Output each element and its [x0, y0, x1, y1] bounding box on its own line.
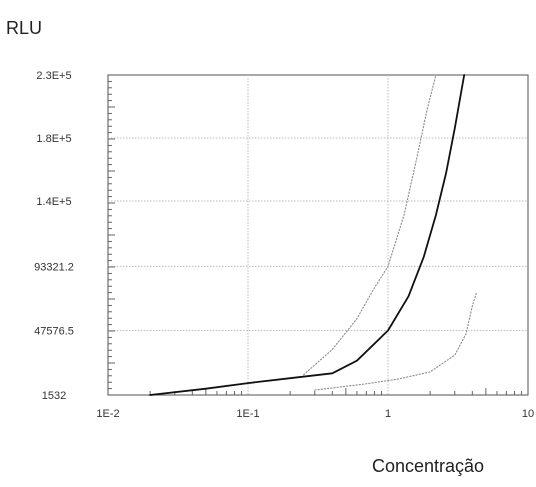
y-tick-label: 1.8E+5: [36, 133, 71, 145]
plot-frame: [107, 74, 529, 396]
y-tick-label: 47576.5: [34, 326, 74, 338]
series-line-bound-2: [314, 291, 478, 391]
y-tick-label: 1532: [42, 390, 66, 402]
series-line-fit: [149, 74, 466, 396]
y-tick-label: 2.3E+5: [36, 70, 71, 82]
x-axis-title: Concentração: [372, 456, 485, 476]
minor-ticks: [108, 80, 523, 395]
x-tick-label: 1E-1: [236, 408, 259, 420]
x-tick-label: 1E-2: [96, 408, 119, 420]
y-axis-title: RLU: [6, 18, 43, 38]
x-tick-label: 10: [522, 408, 534, 420]
grid: [108, 75, 528, 395]
series-line-bound-1: [303, 74, 437, 376]
y-tick-label: 1.4E+5: [36, 196, 71, 208]
y-tick-label: 93321.2: [34, 261, 74, 273]
y-tick-labels: 1532 47576.5 93321.2 1.4E+5 1.8E+5 2.3E+5: [34, 70, 74, 402]
x-tick-labels: 1E-2 1E-1 1 10: [96, 408, 534, 420]
series-group: [149, 74, 478, 396]
x-tick-label: 1: [385, 408, 391, 420]
